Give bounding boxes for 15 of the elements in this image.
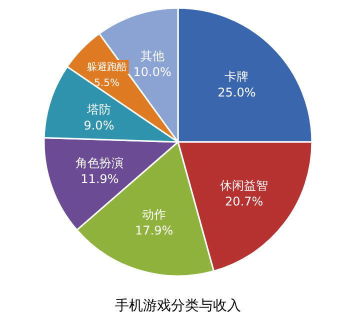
slice-label: 其他 bbox=[140, 48, 164, 63]
data-label: 5.5% bbox=[94, 78, 120, 89]
slice-label: 卡牌 bbox=[224, 69, 249, 84]
slice-label: 休闲益智 bbox=[220, 178, 268, 192]
data-label: 20.7% bbox=[225, 194, 264, 208]
slice-label: 动作 bbox=[142, 208, 166, 222]
slice-label: 角色扮演 bbox=[76, 156, 124, 170]
data-label: 10.0% bbox=[133, 64, 172, 79]
data-label: 11.9% bbox=[80, 172, 119, 186]
data-label: 17.9% bbox=[135, 224, 174, 238]
data-label: 9.0% bbox=[84, 118, 114, 132]
slice-label: 躲避跑酷 bbox=[86, 60, 127, 73]
data-label: 25.0% bbox=[218, 85, 256, 100]
slice-label: 塔防 bbox=[86, 102, 111, 116]
text: 手机游戏分类与收入 bbox=[115, 298, 241, 314]
